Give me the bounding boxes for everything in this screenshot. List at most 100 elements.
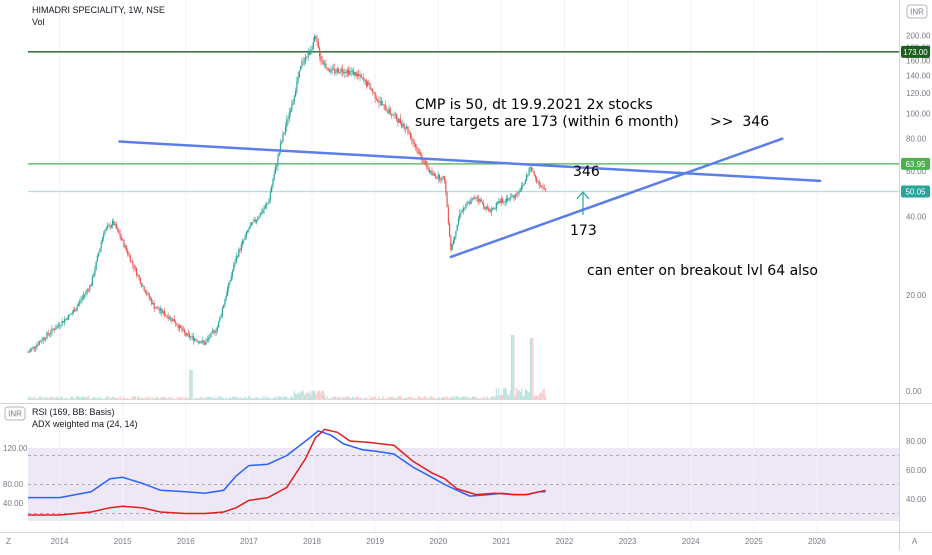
candle-body — [154, 308, 157, 309]
candle-body — [267, 203, 269, 205]
volume-bar — [110, 398, 112, 400]
volume-bar — [524, 388, 526, 400]
candle-body — [438, 174, 441, 180]
candle-body — [134, 268, 136, 269]
candle-body — [392, 115, 394, 116]
volume-bar — [544, 395, 547, 400]
volume-bar — [257, 397, 259, 400]
candle-body — [281, 141, 283, 144]
volume-bar — [345, 396, 347, 400]
time-axis-tick: 2024 — [682, 537, 700, 546]
volume-bar — [442, 397, 444, 400]
volume-bar — [318, 390, 321, 400]
candle-body — [162, 311, 164, 313]
volume-bar — [297, 392, 299, 400]
candle-body — [183, 329, 186, 333]
candle-body — [128, 254, 130, 256]
volume-bar — [303, 395, 306, 400]
volume-bar — [234, 396, 236, 400]
candle-body — [498, 201, 500, 203]
candle-body — [295, 91, 297, 97]
volume-bar — [390, 396, 393, 400]
volume-bar — [142, 397, 144, 400]
candle-body — [139, 277, 141, 284]
candle-body — [427, 167, 429, 169]
volume-bar — [428, 398, 431, 400]
candle-body — [326, 67, 328, 69]
candle-body — [539, 185, 542, 186]
candle-body — [79, 300, 81, 304]
candle-body — [529, 167, 532, 169]
volume-bar — [69, 398, 71, 400]
volume-bar — [221, 397, 223, 400]
volume-bar — [180, 398, 182, 400]
candle-body — [200, 342, 202, 344]
time-axis-tick: 2018 — [303, 537, 321, 546]
candle-body — [308, 52, 311, 55]
candle-body — [296, 81, 298, 92]
volume-bar — [305, 393, 307, 400]
volume-bar — [397, 396, 399, 400]
rsi-lines-layer — [28, 428, 899, 516]
volume-bar — [375, 398, 377, 400]
volume-bar — [499, 395, 501, 400]
candle-body — [230, 276, 232, 281]
candle-body — [460, 212, 462, 214]
volume-bar — [154, 397, 157, 400]
candle-body — [176, 324, 178, 326]
volume-bar — [360, 396, 362, 400]
candle-body — [447, 207, 449, 224]
candle-body — [263, 208, 265, 211]
volume-bar — [538, 394, 540, 400]
candle-body — [76, 305, 78, 309]
time-axis-tick: 2022 — [556, 537, 574, 546]
timezone-badge[interactable]: Z — [6, 537, 11, 546]
volume-bar — [334, 396, 336, 400]
volume-bar — [452, 396, 455, 400]
candle-body — [379, 101, 381, 103]
volume-bar — [399, 396, 401, 400]
volume-bar — [194, 398, 196, 400]
volume-bar — [479, 398, 481, 400]
candle-body — [348, 70, 350, 75]
candle-body — [216, 327, 218, 331]
volume-bar — [125, 398, 128, 400]
volume-bar — [312, 390, 314, 400]
candle-body — [324, 63, 326, 65]
candle-body — [524, 180, 526, 184]
volume-bar — [470, 398, 472, 400]
candle-body — [503, 202, 505, 203]
rsi-series-line-0 — [28, 430, 546, 499]
volume-bar — [332, 397, 335, 400]
rsi-currency-badge[interactable]: INR — [4, 406, 26, 421]
volume-bar — [418, 396, 420, 400]
volume-bar — [543, 388, 545, 400]
candle-body — [115, 224, 117, 229]
candle-body — [55, 328, 57, 330]
candle-body — [450, 236, 452, 251]
candle-body — [253, 219, 255, 223]
candle-body — [426, 161, 428, 168]
auto-scale-badge[interactable]: A — [912, 537, 918, 546]
volume-bar — [196, 397, 198, 400]
volume-bar — [475, 397, 477, 400]
candle-body — [317, 42, 319, 49]
volume-bar — [219, 397, 221, 400]
candle-body — [99, 248, 101, 253]
candle-body — [467, 202, 470, 204]
volume-bar — [90, 398, 92, 400]
price-pane[interactable] — [28, 0, 899, 403]
candle-body — [82, 295, 85, 298]
time-axis-tick: 2026 — [808, 537, 826, 546]
time-axis: 2014 2015 2016 2017 2018 2019 2020 2021 2022 2023… — [51, 537, 827, 546]
candle-body — [500, 198, 502, 203]
currency-badge[interactable]: INR — [906, 4, 928, 19]
candle-body — [499, 201, 501, 203]
volume-bar — [51, 397, 53, 400]
candle-body — [485, 206, 487, 210]
candle-body — [234, 262, 236, 265]
candle-body — [65, 318, 67, 320]
rsi-currency-badge-label: INR — [8, 410, 22, 419]
rsi-axis-tick: 60.00 — [906, 466, 927, 475]
